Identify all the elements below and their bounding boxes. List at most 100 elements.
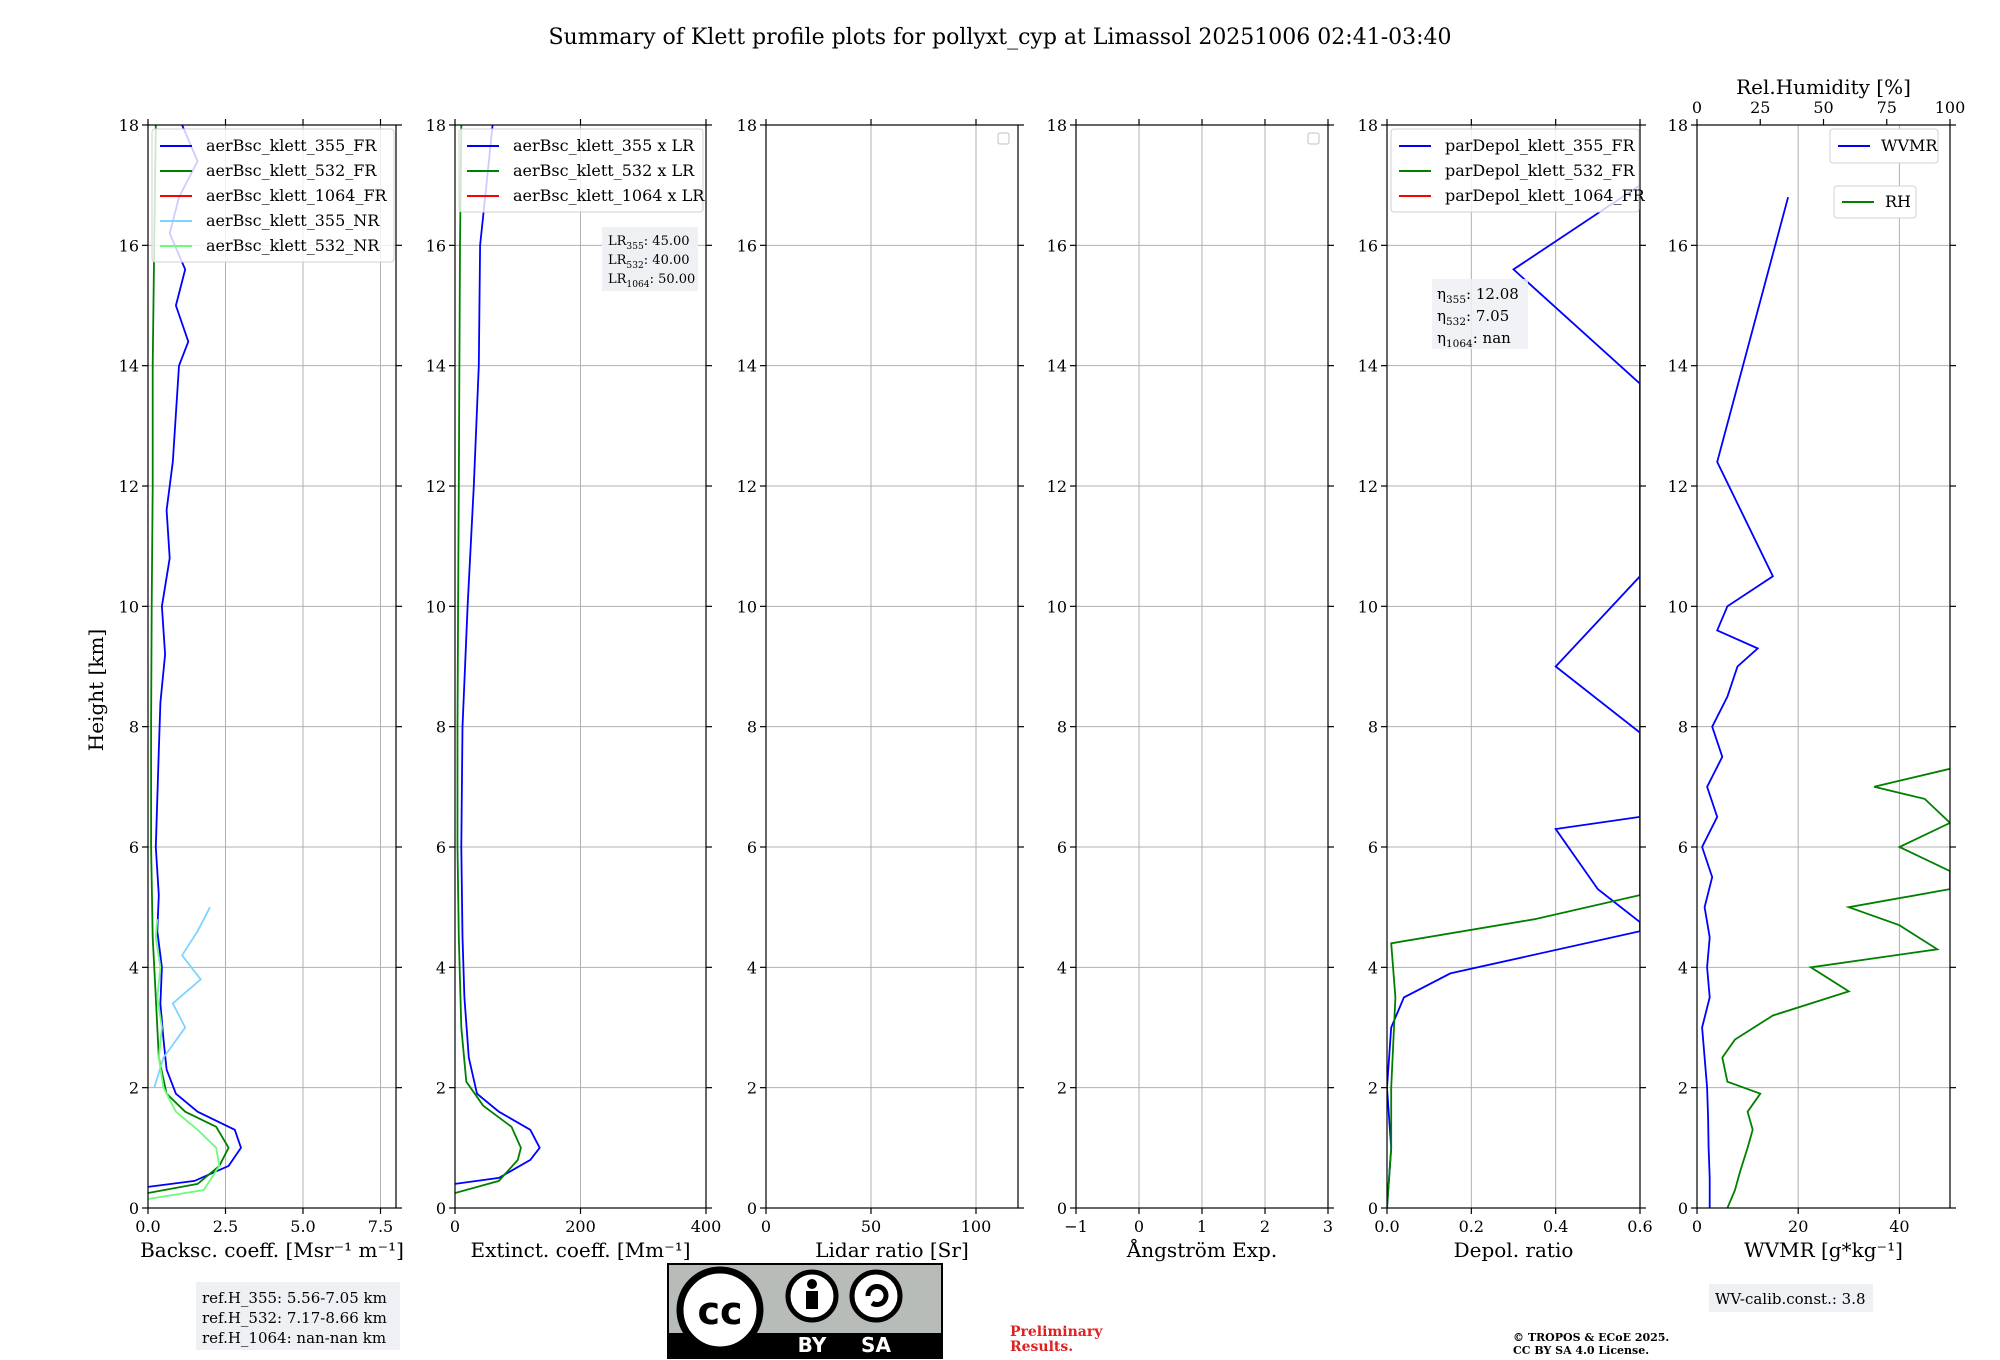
- cc-icon-text: cc: [697, 1289, 742, 1333]
- legend-label: aerBsc_klett_532 x LR: [513, 161, 695, 180]
- axes-frame: [1696, 124, 1951, 1209]
- y-tick-label: 14: [1047, 357, 1067, 376]
- wv-calib-bg: [1709, 1284, 1873, 1312]
- x-axis-label: WVMR [g*kg⁻¹]: [1744, 1238, 1903, 1262]
- cc-icon: [676, 1266, 764, 1354]
- series-group: [148, 125, 242, 1200]
- y-tick-label: 18: [1358, 116, 1378, 135]
- legend-box-rh: [1833, 185, 1917, 219]
- legend-label: aerBsc_klett_355 x LR: [513, 136, 695, 155]
- y-tick-label: 16: [1358, 236, 1378, 255]
- series-group: [455, 125, 541, 1194]
- legend-label: RH: [1885, 192, 1911, 211]
- y-tick-label: 4: [1678, 958, 1688, 977]
- y-tick-label: 2: [747, 1079, 757, 1098]
- legend-box: [151, 128, 395, 263]
- eta-value: η532: 7.05: [1437, 307, 1509, 328]
- x-tick-label: 50: [861, 1217, 881, 1236]
- legend-label: aerBsc_klett_532_FR: [206, 161, 377, 180]
- y-tick-label: 2: [1678, 1079, 1688, 1098]
- series-aerBsc_klett_532_NR: [148, 919, 221, 1200]
- ref-height-1064: ref.H_1064: nan-nan km: [202, 1329, 386, 1347]
- y-tick-label: 4: [129, 958, 139, 977]
- legend: aerBsc_klett_355_FR aerBsc_klett_532_FRae…: [151, 128, 395, 263]
- top-axis-label: Rel.Humidity [%]: [1736, 75, 1911, 99]
- copyright-line-1: © TROPOS & ECoE 2025.: [1513, 1331, 1669, 1344]
- axes-frame: [1386, 124, 1641, 1209]
- series-aerBsc_klett_532 x LR: [455, 125, 522, 1194]
- top-tick-label: 50: [1813, 98, 1833, 117]
- legend-box: [1390, 128, 1640, 213]
- y-tick-label: 14: [737, 357, 757, 376]
- series-parDepol_klett_355_FR: [1387, 143, 1640, 1208]
- y-tick-label: 4: [436, 958, 446, 977]
- y-tick-label: 6: [129, 838, 139, 857]
- y-tick-label: 12: [426, 477, 446, 496]
- y-tick-label: 12: [737, 477, 757, 496]
- axes-frame: [147, 124, 397, 1209]
- empty-legend-box: [1307, 132, 1320, 145]
- ref-height-355: ref.H_355: 5.56-7.05 km: [202, 1289, 387, 1307]
- x-tick-label: 20: [1788, 1217, 1808, 1236]
- legend: parDepol_klett_355_FR parDepol_klett_532_…: [1390, 128, 1646, 213]
- panel-depol: 0 2 4 6 8 10 12 14 16 18 0.0 0.2 0.4 0.6 Depol. ratio p…: [1358, 116, 1653, 1262]
- top-tick-label: 75: [1877, 98, 1897, 117]
- x-tick-label: 0: [1692, 1217, 1702, 1236]
- panel-lidar_ratio: 0 2 4 6 8 10 12 14 16 18 0 50 100 Lidar ratio [Sr]: [737, 116, 1024, 1262]
- panel-backscatter: 0 2 4 6 8 10 12 14 16 18 0.0 2.5 5.0 7.5 Backsc. coeff…: [119, 116, 404, 1262]
- x-axis-label: Depol. ratio: [1454, 1238, 1574, 1262]
- ref-height-box-bg: [196, 1282, 400, 1350]
- x-tick-label: 2: [1260, 1217, 1270, 1236]
- x-tick-label: 400: [691, 1217, 722, 1236]
- y-tick-label: 14: [1668, 357, 1688, 376]
- x-tick-label: 0.6: [1627, 1217, 1652, 1236]
- preliminary-line-1: Preliminary: [1010, 1324, 1103, 1340]
- legend: aerBsc_klett_355 x LR aerBsc_klett_532 x …: [458, 128, 705, 213]
- x-axis-label: Lidar ratio [Sr]: [815, 1238, 969, 1262]
- y-tick-label: 0: [1368, 1199, 1378, 1218]
- y-tick-label: 18: [1668, 116, 1688, 135]
- legend: WVMR RH: [1829, 128, 1939, 219]
- x-tick-label: 0.0: [1374, 1217, 1399, 1236]
- y-tick-label: 10: [1358, 597, 1378, 616]
- series-aerBsc_klett_532_FR: [148, 125, 230, 1194]
- x-tick-label: 0.0: [135, 1217, 160, 1236]
- lr-value: LR532: 40.00: [608, 253, 690, 271]
- cc-by-sa-badge: cc BY SA: [667, 1263, 943, 1359]
- sa-icon-arrow: [865, 1284, 889, 1307]
- preliminary-line-2: Results.: [1010, 1339, 1073, 1355]
- empty-legend-box: [997, 132, 1010, 145]
- y-tick-label: 14: [426, 357, 446, 376]
- x-tick-label: 1: [1197, 1217, 1207, 1236]
- y-tick-label: 0: [129, 1199, 139, 1218]
- top-tick-label: 100: [1935, 98, 1966, 117]
- lr-value: LR355: 45.00: [608, 234, 690, 252]
- legend-label: parDepol_klett_355_FR: [1445, 136, 1636, 155]
- sa-label: SA: [861, 1333, 891, 1357]
- legend-label: aerBsc_klett_532_NR: [206, 236, 380, 255]
- y-tick-label: 14: [119, 357, 139, 376]
- y-tick-label: 2: [1368, 1079, 1378, 1098]
- legend-label: parDepol_klett_1064_FR: [1445, 186, 1646, 205]
- x-axis-label: Extinct. coeff. [Mm⁻¹]: [470, 1238, 690, 1262]
- eta-box: [1432, 279, 1528, 349]
- x-tick-label: 0: [761, 1217, 771, 1236]
- x-tick-label: −1: [1064, 1217, 1088, 1236]
- y-tick-label: 4: [1057, 958, 1067, 977]
- by-label: BY: [798, 1333, 827, 1357]
- top-tick-label: 25: [1750, 98, 1770, 117]
- x-tick-label: 200: [565, 1217, 596, 1236]
- y-tick-label: 18: [426, 116, 446, 135]
- y-tick-label: 0: [436, 1199, 446, 1218]
- y-tick-label: 6: [1057, 838, 1067, 857]
- y-tick-label: 2: [1057, 1079, 1067, 1098]
- y-tick-label: 6: [436, 838, 446, 857]
- y-tick-label: 8: [1057, 718, 1067, 737]
- y-tick-label: 8: [1368, 718, 1378, 737]
- series-group: [1387, 137, 1640, 1208]
- sa-icon: [849, 1269, 903, 1323]
- axes-frame: [765, 124, 1019, 1209]
